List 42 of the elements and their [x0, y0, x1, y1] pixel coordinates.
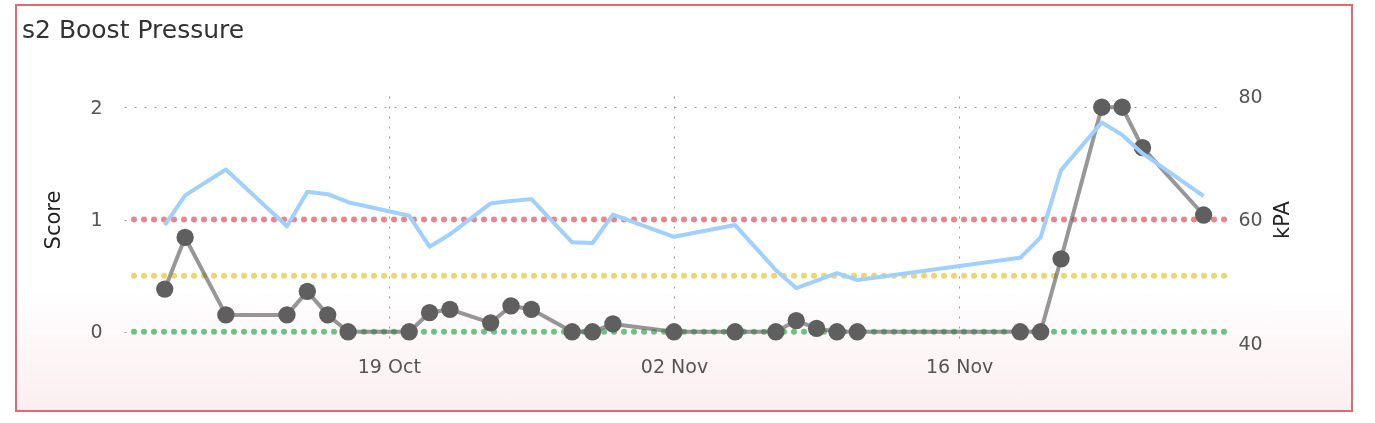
y-tick-label: 2: [90, 95, 103, 118]
x-tick-label: 19 Oct: [357, 354, 421, 377]
y-tick-label: 1: [90, 208, 103, 230]
y2-tick-label: 40: [1238, 331, 1263, 354]
y2-axis-title: kPA: [1269, 200, 1294, 239]
y-tick-label: 0: [90, 320, 103, 343]
point: [563, 323, 581, 341]
point: [828, 323, 846, 341]
point: [482, 314, 500, 332]
point: [278, 306, 296, 324]
point: [807, 319, 826, 338]
point: [217, 306, 235, 324]
point: [1113, 98, 1131, 116]
point: [604, 315, 622, 333]
point: [339, 323, 357, 341]
point: [1093, 98, 1111, 116]
point: [726, 323, 744, 341]
point: [420, 304, 439, 322]
line-series: [162, 120, 1206, 291]
point: [787, 311, 805, 330]
point: [400, 323, 418, 341]
point: [319, 306, 337, 324]
point: [176, 228, 194, 247]
y2-tick-label: 60: [1238, 208, 1263, 230]
point: [1052, 250, 1070, 268]
point: [298, 282, 316, 300]
point: [441, 300, 459, 318]
point: [583, 323, 602, 341]
chart-title: s2 Boost Pressure: [22, 15, 245, 44]
y2-tick-label: 80: [1238, 84, 1263, 107]
point: [1011, 323, 1029, 341]
x-tick-label: 02 Nov: [640, 354, 709, 377]
point: [848, 323, 866, 341]
point: [522, 300, 541, 318]
point: [156, 280, 174, 298]
point: [502, 297, 520, 315]
point: [665, 323, 683, 341]
point: [1194, 206, 1213, 224]
point: [1032, 323, 1050, 341]
x-tick-label: 16 Nov: [926, 354, 994, 377]
y-axis-title: Score: [41, 190, 66, 250]
point: [767, 323, 785, 341]
